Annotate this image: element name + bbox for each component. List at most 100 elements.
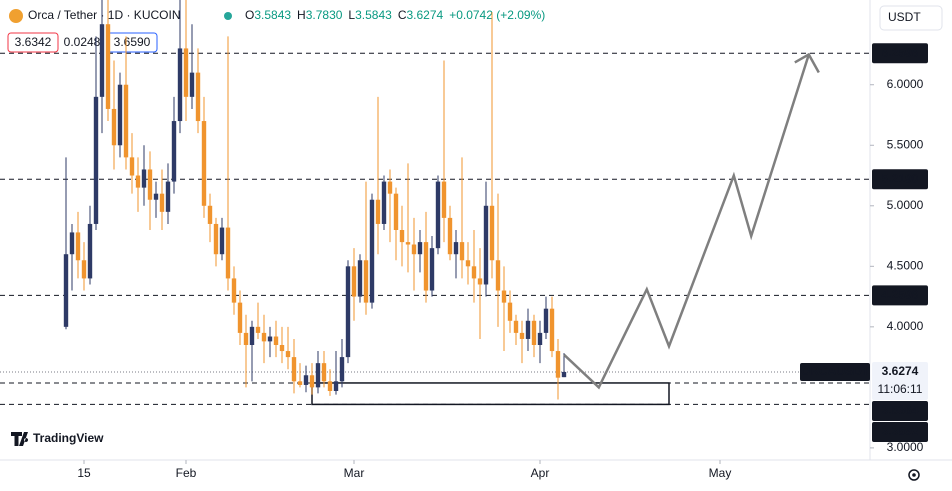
candle-body	[387, 181, 393, 194]
candle-body	[87, 223, 93, 279]
candle-body	[417, 242, 423, 255]
level-label-box	[872, 285, 928, 306]
x-tick-label: Feb	[176, 466, 197, 480]
candle-body	[105, 24, 111, 109]
projection-line	[563, 54, 810, 390]
candle-body	[93, 96, 99, 224]
candle-body	[117, 84, 123, 146]
candle-body	[99, 24, 105, 97]
candle-body	[543, 308, 549, 333]
spread: 0.0248	[64, 35, 101, 49]
candle-body	[465, 260, 471, 267]
candle-body	[453, 242, 459, 255]
symbol-label-box	[800, 362, 870, 381]
candle-body	[225, 227, 231, 279]
candle-body	[159, 193, 165, 212]
x-tick-label: 15	[77, 466, 91, 480]
candle-body	[519, 332, 525, 339]
last-price-box	[872, 361, 928, 400]
candle-body	[315, 363, 321, 388]
level-label-box	[872, 421, 928, 442]
logo: TradingView	[11, 431, 104, 446]
candle-body	[357, 260, 363, 297]
candle-body	[189, 72, 195, 97]
candle-body	[141, 169, 147, 188]
candle-body	[495, 260, 501, 291]
candle-body	[291, 357, 297, 382]
ohlc-value: 3.7830	[306, 8, 343, 22]
symbol-title: Orca / Tether · 1D · KUCOIN	[28, 8, 180, 22]
level-label: 4.2596	[882, 288, 919, 302]
candle-body	[345, 266, 351, 358]
level-label-box	[872, 169, 928, 190]
x-tick-label: May	[709, 466, 732, 480]
y-tick-label: 5.0000	[887, 198, 924, 212]
candle-body	[369, 199, 375, 303]
candle-body	[555, 351, 561, 378]
candle-body	[75, 232, 81, 261]
level-label: 3.5364	[882, 403, 919, 417]
ohlc-change: +0.0742 (+2.09%)	[449, 8, 545, 22]
candle-body	[399, 230, 405, 243]
candle-body	[501, 290, 507, 303]
candle-body	[477, 278, 483, 285]
candle-body	[363, 260, 369, 303]
candle-body	[207, 205, 213, 224]
y-tick-label: 6.0000	[887, 77, 924, 91]
candle-body	[537, 332, 543, 345]
candle-body	[561, 371, 567, 378]
candle-body	[429, 248, 435, 291]
candle-body	[309, 375, 315, 388]
candle-body	[261, 332, 267, 342]
ohlc-value: 3.5843	[254, 8, 291, 22]
ohlc-key: O	[245, 8, 254, 22]
candle-body	[219, 227, 225, 255]
candle-body	[81, 260, 87, 279]
candle-body	[153, 193, 159, 200]
candle-body	[165, 181, 171, 212]
candle-body	[483, 205, 489, 285]
x-tick-label: Apr	[531, 466, 550, 480]
candle-body	[471, 266, 477, 279]
ohlc-line: O3.5843 H3.7830 L3.5843 C3.6274 +0.0742 (+2.…	[245, 8, 545, 22]
candle-body	[441, 181, 447, 218]
sell-box[interactable]	[7, 32, 59, 53]
x-tick-label: Mar	[344, 466, 365, 480]
candle-body	[507, 302, 513, 321]
candle-body	[123, 84, 129, 158]
candle-body	[285, 351, 291, 358]
level-label-box	[872, 400, 928, 421]
candle-body	[531, 320, 537, 345]
candle-body	[297, 381, 303, 385]
candle-body	[267, 336, 273, 342]
candle-body	[231, 278, 237, 303]
candle-body	[339, 357, 345, 382]
candle-body	[129, 157, 135, 176]
sell-price: 3.6342	[15, 35, 52, 49]
settings-icon[interactable]	[908, 469, 920, 481]
candle-body	[273, 336, 279, 345]
level-label: 3.3592	[882, 424, 919, 438]
candle-body	[405, 242, 411, 245]
candle-body	[243, 332, 249, 345]
ohlc-key: L	[348, 8, 355, 22]
candle-body	[303, 375, 309, 385]
candle-body	[177, 48, 183, 122]
candle-body	[411, 244, 417, 255]
candle-body	[549, 308, 555, 352]
candle-body	[279, 345, 285, 352]
candle-body	[135, 175, 141, 188]
y-tick-label: 4.0000	[887, 319, 924, 333]
candle-body	[489, 205, 495, 261]
level-label: 5.2190	[882, 171, 919, 185]
candle-body	[201, 121, 207, 206]
candle-body	[333, 381, 339, 391]
y-tick-label: 4.5000	[887, 258, 924, 272]
candle-body	[63, 254, 69, 327]
y-tick-label: 3.0000	[887, 440, 924, 454]
candle-body	[255, 326, 261, 333]
candle-body	[423, 242, 429, 291]
y-tick-label: 5.5000	[887, 137, 924, 151]
currency-button[interactable]	[879, 5, 943, 31]
